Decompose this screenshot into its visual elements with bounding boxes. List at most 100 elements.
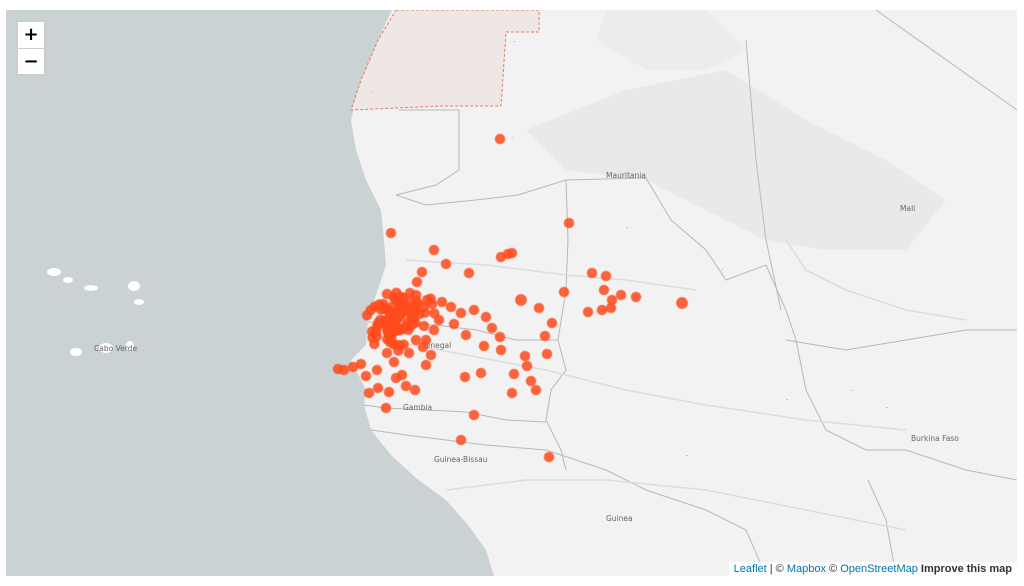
data-marker[interactable] [598, 284, 610, 296]
data-marker[interactable] [360, 370, 372, 382]
data-marker[interactable] [383, 386, 395, 398]
data-marker[interactable] [396, 369, 408, 381]
data-marker[interactable] [563, 217, 575, 229]
data-marker[interactable] [448, 318, 460, 330]
data-marker[interactable] [386, 301, 398, 313]
data-marker[interactable] [615, 289, 627, 301]
data-marker[interactable] [519, 350, 531, 362]
svg-text:·: · [851, 387, 853, 395]
data-marker[interactable] [411, 276, 423, 288]
data-marker[interactable] [400, 380, 412, 392]
data-marker[interactable] [480, 311, 492, 323]
data-marker[interactable] [412, 298, 424, 310]
data-marker[interactable] [445, 301, 457, 313]
data-marker[interactable] [514, 293, 528, 307]
data-marker[interactable] [459, 371, 471, 383]
data-marker[interactable] [385, 227, 397, 239]
improve-map-link[interactable]: Improve this map [920, 563, 1012, 575]
data-marker[interactable] [455, 434, 467, 446]
data-marker[interactable] [410, 334, 422, 346]
data-marker[interactable] [385, 331, 398, 343]
data-marker[interactable] [361, 309, 373, 321]
data-marker[interactable] [468, 304, 480, 316]
mapbox-link[interactable]: Mapbox [786, 563, 826, 575]
data-marker[interactable] [440, 258, 452, 270]
data-marker[interactable] [409, 317, 421, 329]
data-marker[interactable] [376, 317, 388, 329]
svg-text:·: · [686, 452, 688, 460]
data-marker[interactable] [371, 364, 383, 376]
data-marker[interactable] [558, 286, 570, 298]
data-marker[interactable] [543, 451, 555, 463]
data-marker[interactable] [416, 266, 428, 278]
data-marker[interactable] [495, 344, 507, 356]
data-marker[interactable] [403, 347, 415, 359]
data-marker[interactable] [506, 247, 518, 259]
data-marker[interactable] [420, 359, 432, 371]
disputed-territory [350, 10, 540, 111]
data-marker[interactable] [533, 302, 545, 314]
data-marker[interactable] [425, 349, 437, 361]
svg-text:·: · [511, 134, 513, 142]
data-marker[interactable] [586, 267, 598, 279]
data-marker[interactable] [546, 317, 558, 329]
map-view[interactable]: · · · · · · · · · Mauritania Mali Senegal Gamb… [6, 10, 1017, 576]
osm-link[interactable]: OpenStreetMap [840, 563, 918, 575]
data-marker[interactable] [494, 331, 506, 343]
data-marker[interactable] [521, 360, 533, 372]
attribution-sep-1: | © [766, 563, 787, 575]
zoom-out-button[interactable]: − [18, 48, 44, 74]
data-marker[interactable] [401, 302, 413, 314]
data-marker[interactable] [541, 348, 553, 360]
data-marker[interactable] [390, 321, 402, 333]
data-marker[interactable] [605, 302, 617, 314]
data-marker[interactable] [381, 347, 393, 359]
data-marker[interactable] [539, 330, 551, 342]
data-marker[interactable] [530, 384, 542, 396]
data-marker[interactable] [380, 402, 392, 414]
data-marker[interactable] [391, 307, 403, 319]
data-marker[interactable] [436, 296, 448, 308]
svg-text:·: · [886, 404, 888, 412]
data-marker[interactable] [371, 330, 383, 342]
data-marker[interactable] [506, 387, 518, 399]
desert-shading [526, 70, 946, 250]
desert-shading-2 [596, 10, 746, 70]
data-marker[interactable] [413, 308, 425, 320]
data-marker[interactable] [398, 339, 410, 351]
data-marker[interactable] [420, 334, 432, 346]
data-marker[interactable] [363, 387, 375, 399]
data-marker[interactable] [630, 291, 642, 303]
data-marker[interactable] [475, 367, 487, 379]
leaflet-link[interactable]: Leaflet [733, 563, 767, 575]
data-marker[interactable] [582, 306, 594, 318]
data-marker[interactable] [675, 296, 689, 310]
data-marker[interactable] [525, 375, 537, 387]
data-marker[interactable] [428, 244, 440, 256]
data-marker[interactable] [388, 356, 400, 368]
data-marker[interactable] [468, 409, 480, 421]
data-marker[interactable] [372, 382, 384, 394]
data-marker[interactable] [508, 368, 520, 380]
data-marker[interactable] [397, 292, 409, 304]
data-marker[interactable] [426, 298, 438, 310]
data-marker[interactable] [418, 320, 430, 332]
data-marker[interactable] [460, 329, 472, 341]
data-marker[interactable] [347, 361, 359, 373]
zoom-control: + − [16, 20, 46, 76]
data-marker[interactable] [455, 307, 467, 319]
data-marker[interactable] [600, 270, 612, 282]
data-marker[interactable] [478, 340, 490, 352]
data-marker[interactable] [494, 133, 506, 145]
svg-text:·: · [513, 38, 515, 46]
data-marker[interactable] [596, 304, 608, 316]
data-marker[interactable] [428, 307, 440, 319]
data-marker[interactable] [486, 322, 498, 334]
data-marker[interactable] [428, 324, 440, 336]
label-cabo-verde: Cabo Verde [94, 344, 137, 353]
data-marker[interactable] [375, 303, 387, 315]
data-marker[interactable] [463, 267, 475, 279]
data-marker[interactable] [409, 384, 421, 396]
data-marker[interactable] [332, 363, 344, 375]
zoom-in-button[interactable]: + [18, 22, 44, 48]
